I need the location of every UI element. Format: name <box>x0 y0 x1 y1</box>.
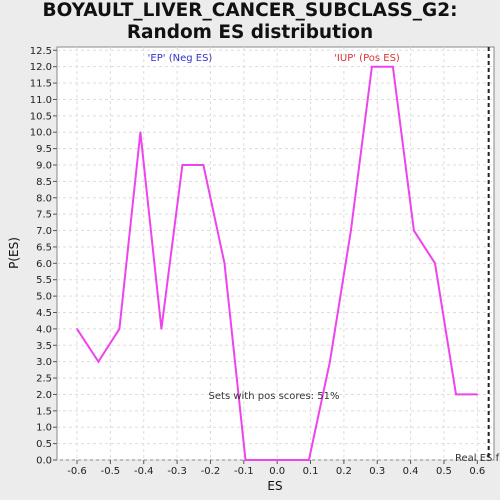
y-tick-label: 2.0 <box>36 390 52 401</box>
data-point <box>476 393 479 396</box>
y-tick-label: 7.5 <box>36 210 52 221</box>
y-tick-label: 9.5 <box>36 144 52 155</box>
data-point <box>434 262 436 265</box>
data-point <box>139 131 142 134</box>
x-tick-label: 0.2 <box>336 466 352 477</box>
y-tick-label: 4.5 <box>36 308 52 319</box>
y-tick-label: 5.0 <box>36 292 52 303</box>
y-axis-ticks: 0.0 0.5 1.0 1.5 2.0 2.5 3.0 3.5 4.0 4.5 5.0 5.5 6.0 6… <box>30 46 57 467</box>
y-tick-label: 9.0 <box>36 161 52 172</box>
x-tick-label: -0.1 <box>234 466 254 477</box>
data-point <box>76 328 78 330</box>
x-tick-label: 0.4 <box>403 466 419 477</box>
neg-es-label: 'EP' (Neg ES) <box>148 53 213 64</box>
y-tick-label: 4.0 <box>36 324 52 335</box>
pos-es-label: 'IUP' (Pos ES) <box>334 53 400 64</box>
data-point <box>371 65 373 68</box>
y-tick-label: 0.0 <box>36 456 52 467</box>
y-tick-label: 11.5 <box>30 79 52 90</box>
x-tick-label: 0.6 <box>469 466 485 477</box>
y-tick-label: 10.5 <box>30 111 52 122</box>
y-tick-label: 12.5 <box>30 46 52 57</box>
y-tick-label: 3.0 <box>36 357 52 368</box>
data-point <box>244 459 247 461</box>
x-tick-label: -0.4 <box>134 466 154 477</box>
chart-title: BOYAULT_LIVER_CANCER_SUBCLASS_G2: Random… <box>42 0 458 43</box>
pos-scores-annotation: Sets with pos scores: 51% <box>209 391 340 402</box>
series-group <box>76 65 479 461</box>
x-tick-label: 0.1 <box>303 466 319 477</box>
data-point <box>181 164 184 166</box>
data-point <box>455 393 457 396</box>
data-point <box>118 328 121 330</box>
y-tick-label: 1.5 <box>36 406 52 417</box>
y-tick-label: 6.5 <box>36 242 52 253</box>
y-tick-label: 3.5 <box>36 341 52 352</box>
x-tick-label: -0.5 <box>101 466 121 477</box>
data-point <box>202 164 205 166</box>
data-point <box>160 328 163 330</box>
x-tick-label: 0.0 <box>269 466 285 477</box>
data-point <box>350 229 352 232</box>
y-tick-label: 5.5 <box>36 275 52 286</box>
x-tick-label: -0.2 <box>201 466 221 477</box>
data-point <box>413 229 415 232</box>
data-point <box>329 360 331 363</box>
y-tick-label: 11.0 <box>30 95 52 106</box>
real-es-annotation: Real ES f <box>455 453 500 464</box>
y-tick-label: 12.0 <box>30 62 52 73</box>
y-tick-label: 0.5 <box>36 439 52 450</box>
data-point <box>97 360 100 363</box>
y-tick-label: 8.5 <box>36 177 52 188</box>
data-point <box>392 65 394 68</box>
data-point <box>223 262 226 265</box>
data-point <box>308 459 310 461</box>
x-axis-label: ES <box>267 479 282 493</box>
y-tick-label: 1.0 <box>36 423 52 434</box>
x-tick-label: -0.3 <box>167 466 187 477</box>
x-tick-label: 0.3 <box>369 466 385 477</box>
y-tick-label: 2.5 <box>36 374 52 385</box>
y-tick-label: 7.0 <box>36 226 52 237</box>
y-axis-label: P(ES) <box>7 237 21 269</box>
x-tick-label: 0.5 <box>436 466 452 477</box>
grid-lines <box>57 47 494 461</box>
y-tick-label: 8.0 <box>36 193 52 204</box>
y-tick-label: 6.0 <box>36 259 52 270</box>
x-tick-label: -0.6 <box>67 466 87 477</box>
data-point <box>287 459 289 461</box>
y-tick-label: 10.0 <box>30 128 52 139</box>
x-axis-ticks: -0.6 -0.5 -0.4 -0.3 -0.2 -0.1 0.0 0.1 0.2 0.3 0.4 0… <box>67 460 485 477</box>
